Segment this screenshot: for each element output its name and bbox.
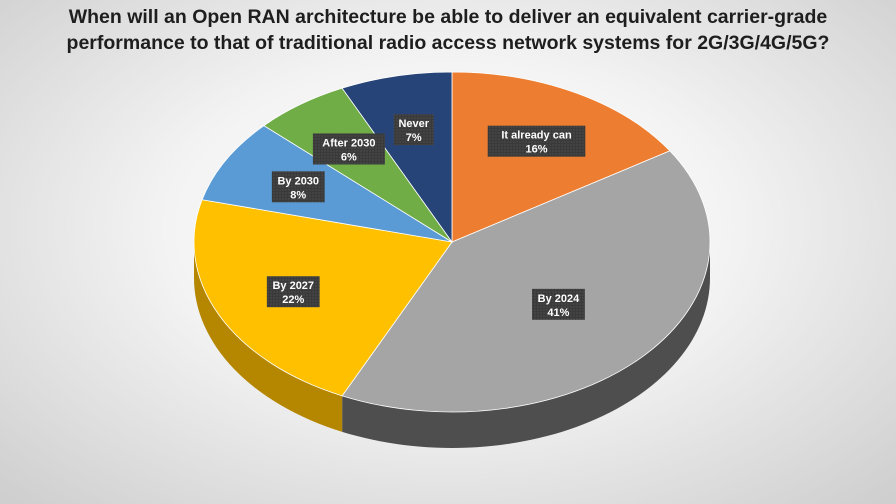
pie-label-percent: 8% [290, 189, 306, 201]
pie-depth-by-2027 [194, 242, 343, 432]
pie-depth-by-2024 [342, 242, 710, 448]
pie-label-after-2030: After 2030 6% [312, 133, 385, 165]
pie-label-by-2024: By 2024 41% [532, 288, 585, 320]
pie-label-box [266, 276, 320, 308]
pie-label-percent: 16% [526, 144, 548, 156]
pie-label-never: Never 7% [393, 114, 434, 146]
pie-label-percent: 22% [282, 294, 304, 306]
pie-label-box [487, 125, 586, 157]
pie-label-box [271, 171, 325, 203]
pie-label-box [393, 114, 434, 146]
pie-label-percent: 7% [406, 132, 422, 144]
pie-label-percent: 6% [341, 151, 357, 163]
pie-depth-group [194, 242, 710, 448]
pie-label-by-2030: By 2030 8% [271, 171, 325, 203]
pie-label-it-already-can: It already can 16% [487, 125, 586, 157]
pie-slices-group [193, 71, 711, 413]
pie-label-category: By 2024 [538, 293, 580, 305]
pie-label-box [312, 133, 385, 165]
pie-label-category: Never [398, 118, 429, 130]
pie-label-category: By 2027 [272, 280, 314, 292]
pie-label-by-2027: By 2027 22% [266, 276, 320, 308]
pie-label-category: By 2030 [277, 175, 319, 187]
pie-slice-by-2027 [193, 199, 453, 397]
pie-label-category: After 2030 [322, 137, 375, 149]
pie-label-category: It already can [501, 130, 572, 142]
pie-slice-by-2030 [201, 125, 453, 243]
pie-slice-by-2024 [341, 150, 711, 413]
pie-label-box [532, 288, 585, 320]
pie-slice-it-already-can [451, 71, 671, 243]
chart-title-line-2: performance to that of traditional radio… [66, 32, 830, 54]
pie-label-percent: 41% [547, 307, 569, 319]
chart-title: When will an Open RAN architecture be ab… [20, 4, 876, 56]
chart-title-line-1: When will an Open RAN architecture be ab… [68, 6, 828, 28]
